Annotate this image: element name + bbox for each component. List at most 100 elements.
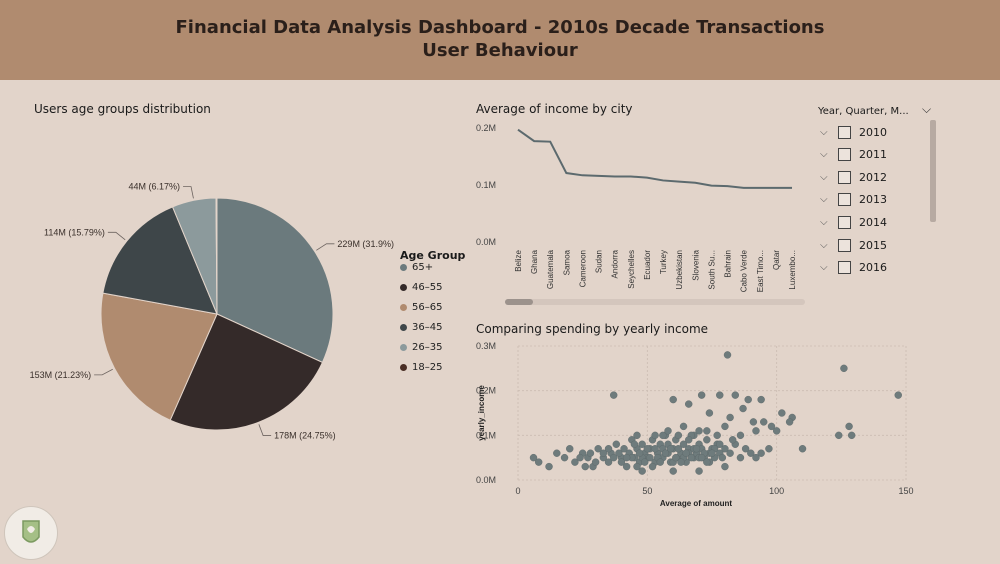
pie-slice-label: 153M (21.23%)	[30, 370, 92, 380]
scatter-point	[675, 432, 682, 439]
x-tick-label: Ecuador	[643, 250, 652, 280]
y-tick-label: 0.1M	[476, 180, 496, 190]
scatter-point	[652, 432, 659, 439]
chevron-down-icon[interactable]: ⌵	[820, 194, 832, 205]
x-tick-label: South Su...	[707, 250, 716, 290]
legend-label: 26–35	[412, 342, 442, 353]
slicer-checkbox[interactable]	[838, 239, 851, 252]
scatter-point	[706, 410, 713, 417]
scatter-point	[685, 436, 692, 443]
pie-leader-line	[183, 187, 193, 199]
legend-swatch	[400, 284, 407, 291]
scatter-point	[685, 401, 692, 408]
legend-swatch	[400, 364, 407, 371]
x-tick-label: Samoa	[562, 249, 571, 275]
scatter-point	[716, 392, 723, 399]
pie-leader-line	[94, 369, 113, 375]
dashboard-subtitle: User Behaviour	[0, 39, 1000, 62]
pie-slice-label: 44M (6.17%)	[129, 182, 181, 192]
chevron-down-icon[interactable]: ⌵	[820, 262, 832, 273]
slicer-item-2013[interactable]: ⌵2013	[820, 191, 887, 209]
scatter-point	[724, 351, 731, 358]
scatter-point	[535, 459, 542, 466]
slicer-item-2012[interactable]: ⌵ 2012	[820, 168, 887, 186]
scatter-point	[561, 454, 568, 461]
scatter-point	[758, 396, 765, 403]
scatter-point	[709, 450, 716, 457]
scatter-point	[740, 405, 747, 412]
scatter-point	[716, 441, 723, 448]
legend-label: 36–45	[412, 322, 442, 333]
slicer-scrollbar[interactable]	[930, 120, 936, 222]
pie-legend-item[interactable]: 18–25	[400, 362, 442, 373]
scatter-point	[553, 450, 560, 457]
scatter-point	[613, 441, 620, 448]
slicer-item-2014[interactable]: ⌵2014	[820, 213, 887, 231]
scatter-point	[644, 445, 651, 452]
x-tick-label: Sudan	[595, 250, 604, 273]
slicer-checkbox[interactable]	[838, 216, 851, 229]
x-tick-label: Seychelles	[627, 250, 636, 289]
scatter-point	[765, 445, 772, 452]
chevron-down-icon[interactable]: ⌵	[820, 217, 832, 228]
scatter-point	[727, 450, 734, 457]
scatter-point	[737, 432, 744, 439]
pie-legend-item[interactable]: 26–35	[400, 342, 442, 353]
scatter-point	[750, 418, 757, 425]
scatter-point	[745, 396, 752, 403]
pie-legend-item[interactable]: 56–65	[400, 302, 442, 313]
slicer-item-label: 2016	[859, 261, 887, 274]
slicer-item-2010[interactable]: ⌵ 2010	[820, 123, 887, 141]
pie-legend-title: Age Group	[400, 249, 465, 262]
slicer-checkbox[interactable]	[838, 171, 851, 184]
slicer-item-label: 2010	[859, 126, 887, 139]
scatter-point	[729, 436, 736, 443]
scatter-point	[657, 459, 664, 466]
legend-swatch	[400, 304, 407, 311]
x-tick-label: 50	[642, 486, 652, 496]
legend-label: 18–25	[412, 362, 442, 373]
line-chart-scroll-thumb[interactable]	[505, 299, 533, 305]
chevron-down-icon[interactable]: ⌵	[820, 127, 832, 138]
chevron-down-icon[interactable]: ⌵	[820, 172, 832, 183]
x-tick-label: Slovenia	[691, 249, 700, 280]
pie-legend-item[interactable]: 65+	[400, 262, 433, 273]
scatter-point	[721, 463, 728, 470]
dashboard-header: Financial Data Analysis Dashboard - 2010…	[0, 0, 1000, 80]
slicer-checkbox[interactable]	[838, 261, 851, 274]
scatter-point	[758, 450, 765, 457]
x-axis-label: Average of amount	[660, 499, 732, 508]
scatter-point	[835, 432, 842, 439]
scatter-point	[631, 441, 638, 448]
scatter-point	[799, 445, 806, 452]
scatter-point	[732, 392, 739, 399]
chevron-down-icon[interactable]: ⌵	[922, 102, 931, 117]
scatter-point	[566, 445, 573, 452]
slicer-item-label: 2012	[859, 171, 887, 184]
x-tick-label: Cabo Verde	[740, 249, 749, 292]
line-chart-horizontal-scrollbar[interactable]	[505, 299, 805, 305]
scatter-point	[649, 463, 656, 470]
slicer-item-2011[interactable]: ⌵2011	[820, 146, 887, 164]
legend-swatch	[400, 264, 407, 271]
pie-chart-title: Users age groups distribution	[34, 102, 211, 116]
scatter-point	[895, 392, 902, 399]
scatter-point	[665, 427, 672, 434]
pie-leader-line	[316, 244, 334, 250]
pie-legend-item[interactable]: 46–55	[400, 282, 442, 293]
scatter-point	[646, 454, 653, 461]
slicer-header: Year, Quarter, M...	[818, 106, 909, 117]
slicer-item-2015[interactable]: ⌵2015	[820, 236, 887, 254]
slicer-checkbox[interactable]	[838, 193, 851, 206]
scatter-point	[714, 432, 721, 439]
scatter-point	[652, 445, 659, 452]
scatter-point	[721, 423, 728, 430]
slicer-checkbox[interactable]	[838, 126, 851, 139]
scatter-point	[840, 365, 847, 372]
chevron-down-icon[interactable]: ⌵	[820, 149, 832, 160]
chevron-down-icon[interactable]: ⌵	[820, 240, 832, 251]
pie-legend-item[interactable]: 36–45	[400, 322, 442, 333]
slicer-item-2016[interactable]: ⌵ 2016	[820, 259, 887, 277]
x-tick-label: 150	[898, 486, 913, 496]
slicer-checkbox[interactable]	[838, 148, 851, 161]
